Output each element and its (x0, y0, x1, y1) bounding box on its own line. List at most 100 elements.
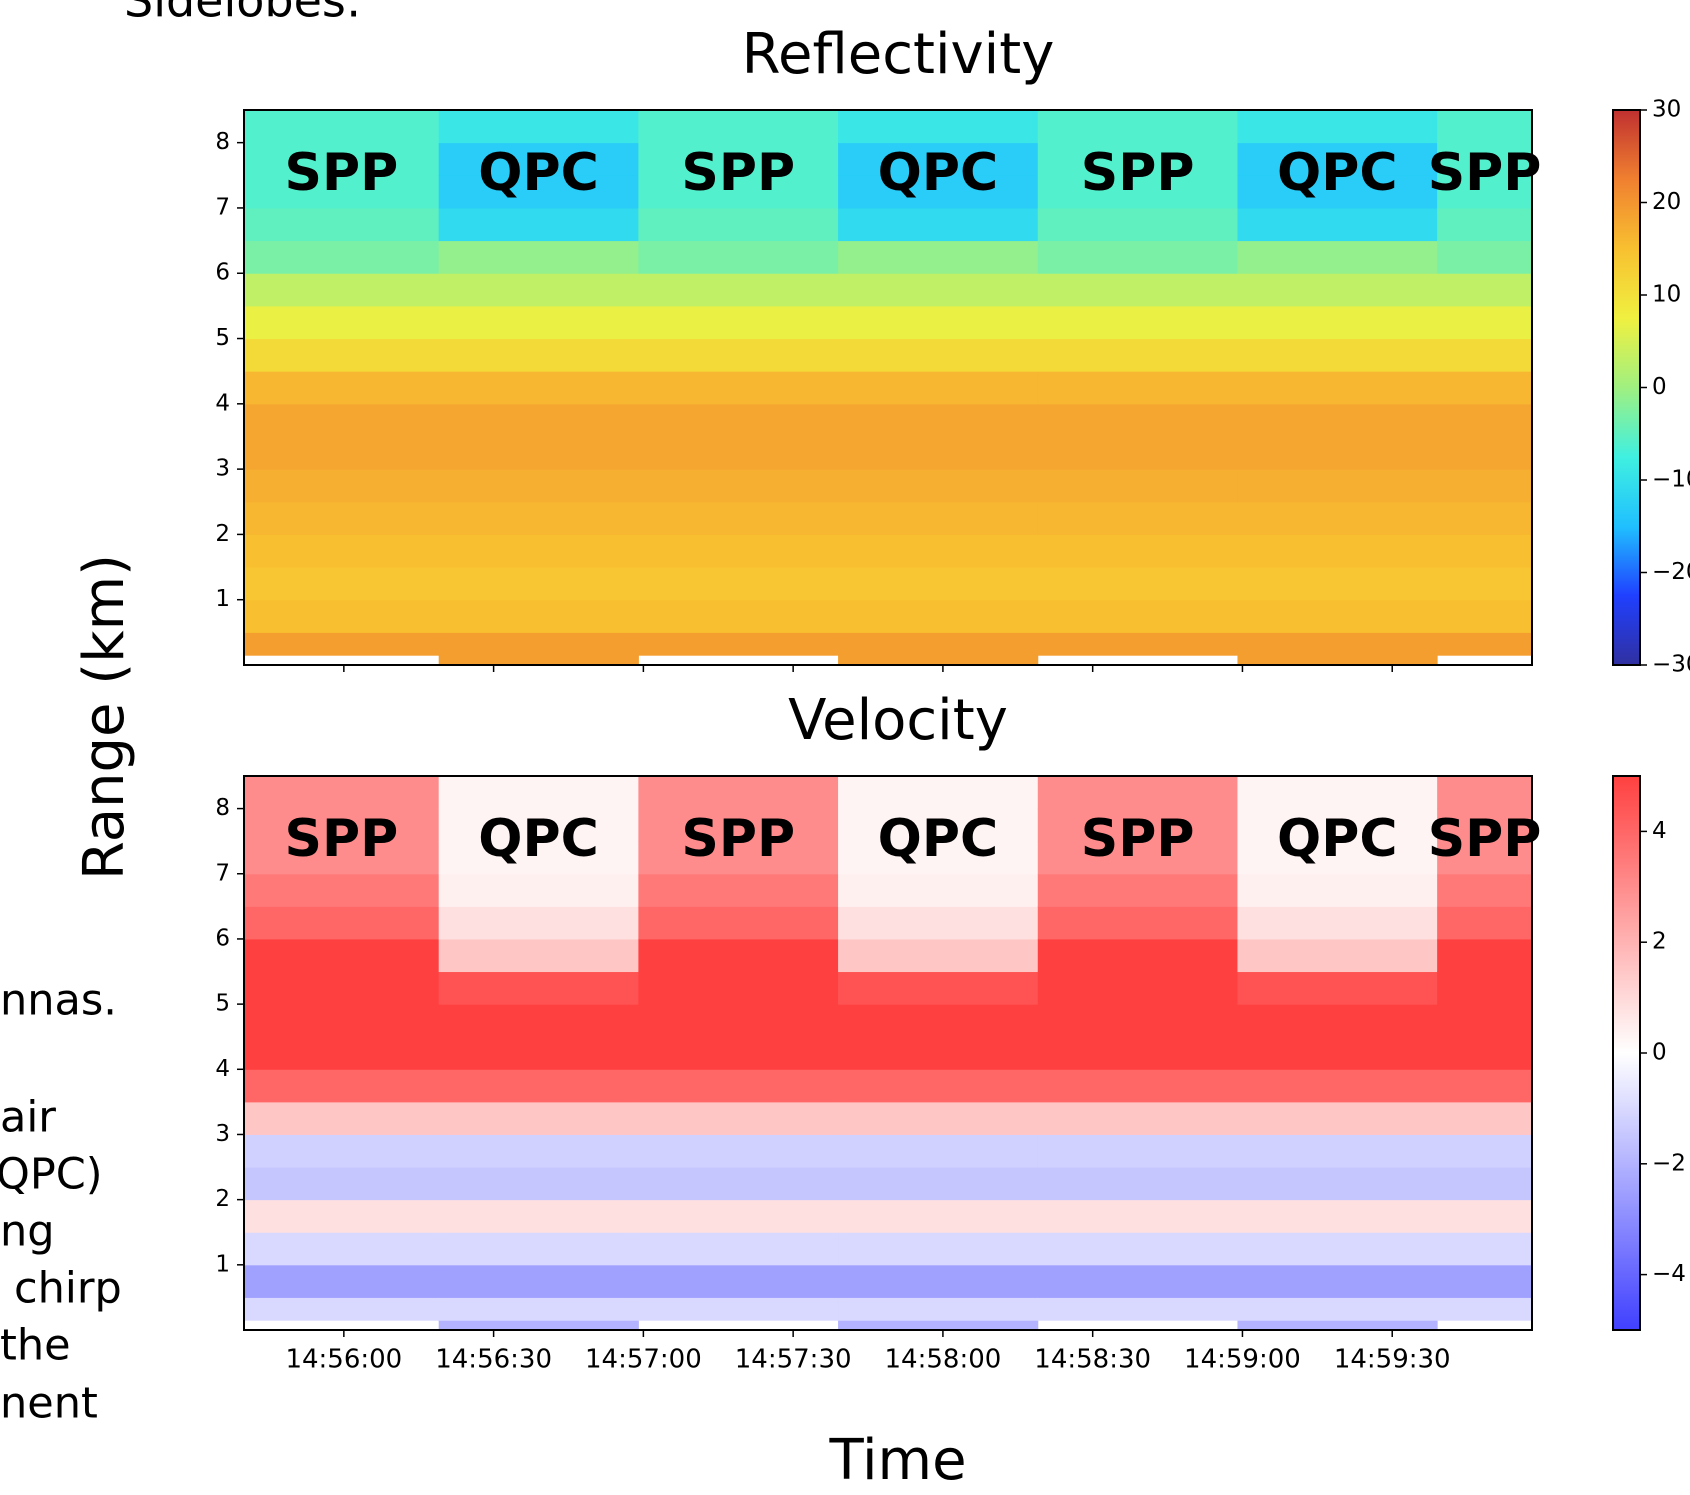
heatmap-cell (838, 1199, 1039, 1233)
heatmap-cell (244, 371, 440, 405)
heatmap-cell (1237, 207, 1438, 242)
heatmap-cell (244, 175, 440, 209)
heatmap-cell (1037, 1069, 1238, 1103)
heatmap-cell (838, 1134, 1039, 1168)
heatmap-cell (638, 1199, 839, 1233)
heatmap-cell (1437, 371, 1533, 405)
segment-label: QPC (878, 809, 998, 869)
heatmap-cell (438, 338, 639, 372)
heatmap-cell (438, 632, 639, 656)
text-fragment: nnas. (0, 976, 117, 1026)
heatmap-cell (638, 1036, 839, 1070)
heatmap-cell (1437, 240, 1533, 274)
heatmap-cell (638, 371, 839, 405)
heatmap-cell (438, 273, 639, 307)
heatmap-cell (1237, 1232, 1438, 1266)
slide-heading: Sidelobes: (124, 0, 361, 28)
heatmap-cell (838, 338, 1039, 372)
heatmap-cell (1037, 305, 1238, 340)
y-tick-label: 4 (215, 1056, 230, 1082)
heatmap-cell (1437, 599, 1533, 633)
heatmap-cell (638, 175, 839, 209)
heatmap-cell (244, 534, 440, 568)
segment-label: QPC (878, 143, 998, 203)
heatmap-cell (1237, 1320, 1438, 1331)
heatmap-cell (244, 906, 440, 940)
heatmap-cell (1237, 1069, 1438, 1103)
heatmap-cell (1437, 1069, 1533, 1103)
heatmap-cell (1437, 567, 1533, 601)
heatmap-cell (838, 240, 1039, 274)
plot-frame (243, 775, 1533, 1331)
heatmap-cell (838, 469, 1039, 503)
heatmap-cell (1037, 403, 1238, 437)
heatmap-cell (838, 655, 1039, 666)
heatmap-cell (838, 808, 1039, 842)
heatmap-cell (244, 1264, 440, 1298)
heatmap-cell (1437, 1167, 1533, 1201)
heatmap-cell (244, 273, 440, 307)
heatmap-cell (1037, 1297, 1238, 1321)
heatmap-cell (838, 632, 1039, 656)
heatmap-cell (244, 1101, 440, 1135)
heatmap-cell (1437, 776, 1533, 810)
heatmap-cell (638, 142, 839, 176)
heatmap-cell (438, 1167, 639, 1201)
heatmap-cell (438, 1297, 639, 1321)
heatmap-cell (638, 436, 839, 470)
y-tick-label: 6 (215, 925, 230, 951)
heatmap-cell (638, 207, 839, 242)
heatmap-cell (1037, 873, 1238, 907)
heatmap-cell (1037, 1036, 1238, 1070)
heatmap-cell (838, 1297, 1039, 1321)
y-tick-label: 3 (215, 1121, 230, 1147)
heatmap-cell (1237, 599, 1438, 633)
heatmap-cell (838, 906, 1039, 940)
y-tick-label: 1 (215, 1251, 230, 1277)
segment-label: SPP (285, 143, 399, 203)
heatmap-cell (1037, 632, 1238, 656)
heatmap-cell (244, 1004, 440, 1038)
heatmap-cell (438, 142, 639, 176)
heatmap-cell (244, 632, 440, 656)
heatmap-cell (1437, 273, 1533, 307)
segment-label: SPP (1081, 809, 1195, 869)
y-tick-label: 8 (215, 129, 230, 155)
heatmap-cell (838, 1232, 1039, 1266)
heatmap-cell (244, 1036, 440, 1070)
heatmap-cell (838, 567, 1039, 601)
heatmap-cell (1437, 436, 1533, 470)
heatmap-cell (1237, 436, 1438, 470)
heatmap-cell (1237, 1167, 1438, 1201)
heatmap-cell (438, 436, 639, 470)
heatmap-cell (244, 469, 440, 503)
heatmap-cell (438, 403, 639, 437)
heatmap-cell (1037, 776, 1238, 810)
heatmap-cell (1437, 1232, 1533, 1266)
heatmap-cell (438, 1264, 639, 1298)
heatmap-cell (1037, 436, 1238, 470)
heatmap-cell (638, 938, 839, 973)
heatmap-cell (638, 1264, 839, 1298)
heatmap-cell (1437, 1004, 1533, 1038)
heatmap-cell (244, 1134, 440, 1168)
heatmap-cell (1037, 808, 1238, 842)
segment-label: SPP (285, 809, 399, 869)
heatmap-cell (1037, 175, 1238, 209)
heatmap-cell (438, 567, 639, 601)
heatmap-cell (1437, 403, 1533, 437)
y-tick-label: 3 (215, 456, 230, 482)
heatmap-cell (438, 1320, 639, 1331)
heatmap-cell (1237, 142, 1438, 176)
heatmap-cell (838, 1036, 1039, 1070)
heatmap-cell (1237, 469, 1438, 503)
colorbar (1612, 109, 1641, 666)
heatmap-cell (438, 599, 639, 633)
heatmap-cell (1437, 841, 1533, 875)
heatmap-cell (1237, 175, 1438, 209)
heatmap-cell (638, 240, 839, 274)
heatmap-cell (638, 599, 839, 633)
heatmap-cell (1037, 240, 1238, 274)
heatmap-cell (1237, 305, 1438, 340)
